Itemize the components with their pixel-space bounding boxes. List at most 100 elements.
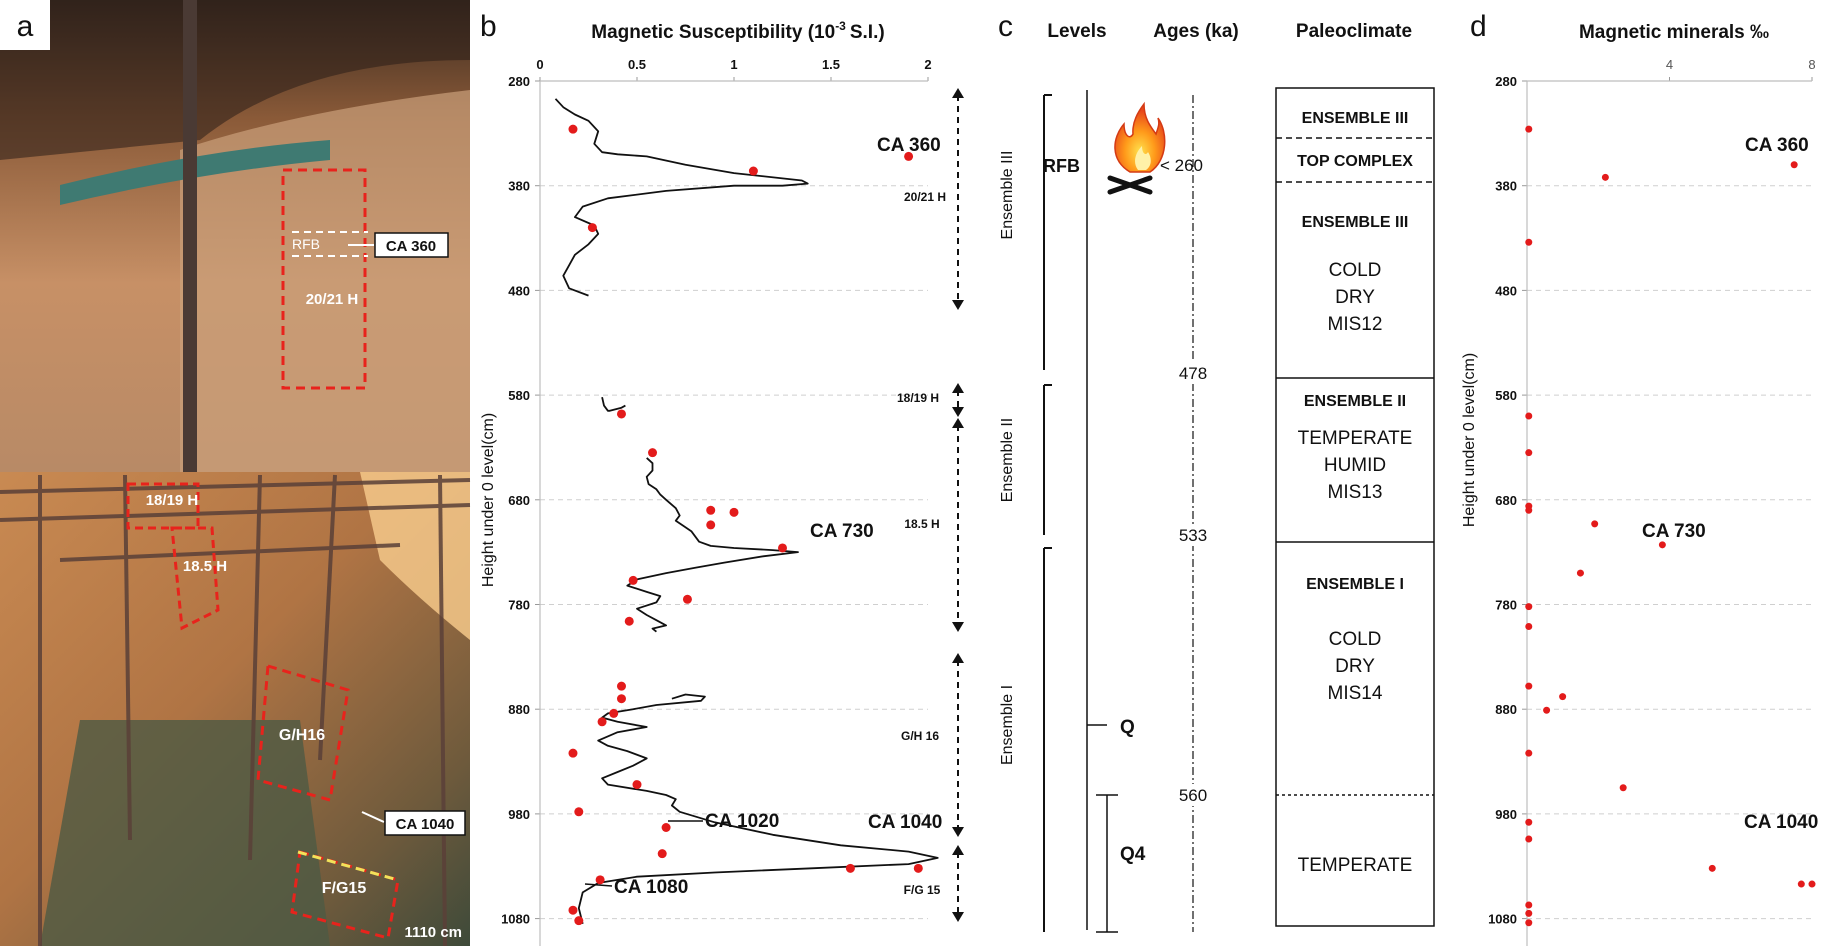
data-point [1525, 238, 1533, 246]
level-q4-label: Q4 [1120, 844, 1146, 865]
series-line [577, 693, 939, 925]
x-tick-label: 2 [924, 57, 931, 72]
y-tick-label: 580 [1495, 388, 1517, 403]
data-point [1525, 909, 1533, 917]
y-tick-label: 680 [1495, 493, 1517, 508]
series-line [626, 457, 799, 633]
data-point [1525, 835, 1533, 843]
photo-label-ca1040: CA 1040 [396, 816, 455, 833]
paleo-e1: ENSEMBLE I [1306, 576, 1404, 593]
data-point [632, 780, 642, 790]
arrowhead [952, 827, 964, 837]
annot-ca1040: CA 1040 [868, 812, 942, 833]
data-point [1525, 449, 1533, 457]
photo-bottom-pit [40, 720, 330, 946]
annot-ca1080: CA 1080 [614, 877, 688, 898]
data-point [1525, 682, 1533, 690]
x-tick-label: 0 [536, 57, 543, 72]
chart-d-axes [1522, 77, 1813, 946]
y-tick-label: 880 [508, 702, 530, 717]
range-label-gh16: G/H 16 [901, 729, 939, 743]
photo-label-rfb: RFB [292, 236, 320, 252]
y-tick-label: 880 [1495, 702, 1517, 717]
photo-label-20-21h: 20/21 H [306, 291, 359, 308]
paleo-e3-l2: DRY [1335, 287, 1375, 308]
photo-label-fg15: F/G15 [322, 880, 367, 897]
photo-label-18-5h: 18.5 H [183, 558, 227, 575]
y-tick-label: 980 [508, 807, 530, 822]
y-tick-label: 280 [508, 74, 530, 89]
data-point [616, 694, 626, 704]
data-point [1525, 919, 1533, 927]
data-point [1797, 880, 1805, 888]
data-point [1525, 818, 1533, 826]
data-point [1601, 173, 1609, 181]
data-point [1525, 749, 1533, 757]
box-fg15 [290, 850, 400, 940]
annot-ca1080-leader [584, 883, 613, 887]
chart-b-xticks: 0 0.5 1 1.5 2 [536, 57, 931, 72]
box-18-5h [170, 526, 220, 631]
data-point [729, 507, 739, 517]
chart-b-title: Magnetic Susceptibility (10-3 S.I.) [591, 19, 884, 43]
arrowhead [952, 88, 964, 98]
series-line [554, 98, 809, 297]
data-point [904, 151, 914, 161]
photo-label-ca360: CA 360 [386, 238, 436, 255]
arrowhead [952, 653, 964, 663]
chart-b-grid [540, 185, 928, 920]
paleo-e1-l2: DRY [1335, 656, 1375, 677]
annot-d-ca360: CA 360 [1745, 135, 1809, 156]
panel-b-letter: b [480, 10, 497, 43]
data-point [657, 849, 667, 859]
photo-panel: RFB CA 360 20/21 H 18/19 H 18.5 H G/H16 … [0, 0, 471, 946]
arrowhead [952, 300, 964, 310]
chart-b-points [568, 124, 923, 926]
y-tick-label: 380 [508, 179, 530, 194]
chart-d-title: Magnetic minerals ‰ [1579, 22, 1769, 43]
panel-a-letter: a [17, 10, 34, 43]
y-tick-label: 1080 [501, 912, 530, 927]
age-478-bg [1168, 362, 1218, 384]
data-point [1525, 622, 1533, 630]
data-point [1591, 520, 1599, 528]
x-tick-label: 8 [1808, 57, 1815, 72]
photo-label-depth: 1110 cm [404, 924, 462, 941]
photo-label-18-19h: 18/19 H [146, 492, 199, 509]
y-tick-label: 980 [1495, 807, 1517, 822]
age-478: 478 [1179, 364, 1207, 383]
photo-pole [183, 0, 197, 472]
fg15-top-line [297, 850, 399, 882]
data-point [1525, 412, 1533, 420]
age-560-bg [1168, 784, 1218, 806]
chart-d-ylabel: Height under 0 level(cm) [1461, 353, 1478, 527]
annot-d-ca1040: CA 1040 [1744, 812, 1818, 833]
paleo-e2-l1: TEMPERATE [1298, 428, 1413, 449]
y-tick-label: 280 [1495, 74, 1517, 89]
header-paleoclimate: Paleoclimate [1296, 21, 1412, 42]
paleo-e3-l3: MIS12 [1328, 314, 1383, 335]
paleo-top-complex: TOP COMPLEX [1297, 153, 1413, 170]
chart-b-axes [535, 77, 929, 946]
paleo-temperate: TEMPERATE [1298, 855, 1413, 876]
chart-d-points [1525, 125, 1816, 927]
data-point [1525, 901, 1533, 909]
data-point [1525, 603, 1533, 611]
data-point [624, 616, 634, 626]
arrowhead [952, 845, 964, 855]
chart-b-title-sup: -3 [835, 19, 846, 33]
data-point [661, 823, 671, 833]
scaffolding [0, 474, 471, 946]
data-point [913, 863, 923, 873]
age-533-bg [1168, 524, 1218, 546]
ca360-label-box [374, 232, 449, 258]
box-gh16 [256, 664, 350, 802]
chart-b-series [554, 98, 939, 925]
y-tick-label: 780 [508, 597, 530, 612]
photo-top-rock [180, 90, 470, 472]
paleo-e2: ENSEMBLE II [1304, 393, 1406, 410]
data-point [748, 166, 758, 176]
arrowhead [952, 407, 964, 417]
chart-d-yticks: 280 380 480 580 680 780 880 980 1080 [1488, 74, 1517, 927]
